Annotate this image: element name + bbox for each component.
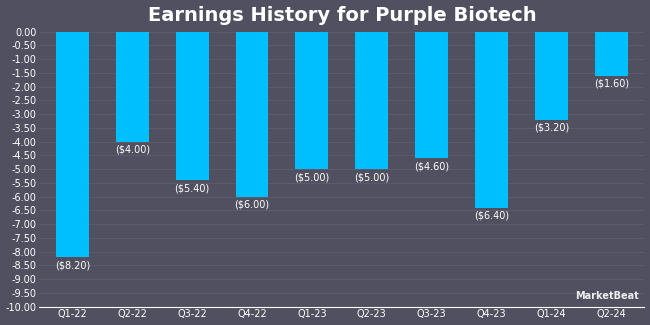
Text: ($5.00): ($5.00) bbox=[294, 173, 330, 182]
Text: ($1.60): ($1.60) bbox=[594, 79, 629, 89]
Text: ($4.60): ($4.60) bbox=[414, 162, 449, 172]
Text: ($8.20): ($8.20) bbox=[55, 260, 90, 270]
Text: MarketBeat: MarketBeat bbox=[575, 291, 638, 301]
Bar bbox=[176, 32, 209, 180]
Text: ($4.00): ($4.00) bbox=[114, 145, 150, 155]
Bar bbox=[595, 32, 628, 76]
Text: ($3.20): ($3.20) bbox=[534, 123, 569, 133]
Text: ($6.00): ($6.00) bbox=[235, 200, 270, 210]
Bar bbox=[535, 32, 568, 120]
Text: ($6.40): ($6.40) bbox=[474, 211, 509, 221]
Bar bbox=[235, 32, 268, 197]
Bar bbox=[356, 32, 388, 169]
Bar bbox=[475, 32, 508, 208]
Text: ($5.00): ($5.00) bbox=[354, 173, 389, 182]
Bar bbox=[296, 32, 328, 169]
Bar bbox=[56, 32, 89, 257]
Title: Earnings History for Purple Biotech: Earnings History for Purple Biotech bbox=[148, 6, 536, 25]
Text: ($5.40): ($5.40) bbox=[174, 184, 210, 193]
Bar bbox=[116, 32, 149, 142]
Bar bbox=[415, 32, 448, 158]
